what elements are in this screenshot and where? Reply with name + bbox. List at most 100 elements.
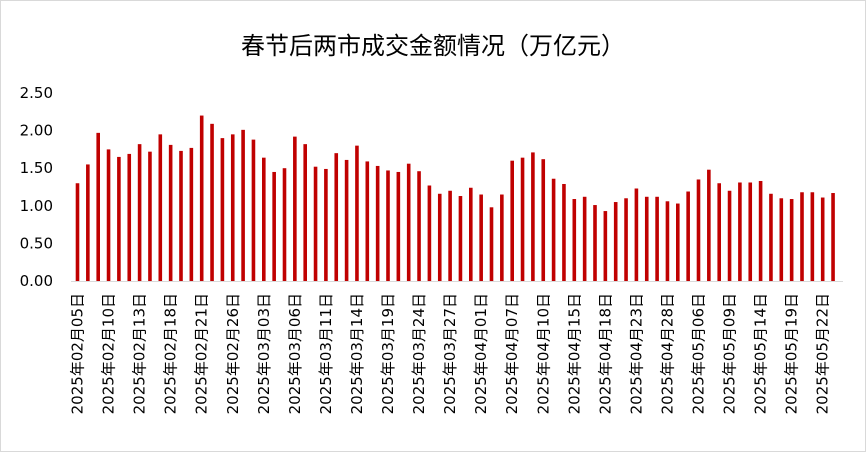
bar: [282, 168, 287, 281]
bar: [520, 157, 525, 281]
bar: [417, 171, 421, 281]
bar: [168, 144, 173, 281]
x-tick-label: 2025年03月19日: [379, 293, 397, 414]
bar: [396, 171, 401, 281]
bar: [593, 205, 597, 281]
bar: [179, 150, 183, 281]
bar: [624, 198, 628, 281]
bar: [86, 164, 90, 281]
bar: [303, 144, 307, 281]
y-axis: 0.00 0.50 1.00 1.50 2.00 2.50: [20, 84, 53, 290]
bar: [272, 171, 276, 281]
bar: [75, 183, 80, 281]
bar: [427, 185, 432, 281]
bar: [582, 196, 587, 281]
bar: [458, 196, 463, 281]
bar: [148, 151, 152, 281]
y-tick-label: 1.00: [20, 197, 53, 215]
x-tick-label: 2025年02月13日: [131, 293, 149, 414]
bar: [220, 138, 225, 281]
bar: [479, 194, 483, 281]
x-tick-label: 2025年03月14日: [348, 293, 366, 414]
x-tick-label: 2025年02月26日: [224, 293, 242, 414]
x-tick-label: 2025年05月09日: [721, 293, 739, 414]
chart-title: 春节后两市成交金额情况（万亿元）: [241, 32, 625, 60]
bar: [500, 194, 504, 281]
x-tick-label: 2025年04月23日: [627, 293, 645, 414]
bar: [489, 207, 494, 281]
x-tick-label: 2025年02月05日: [69, 293, 87, 414]
x-tick-label: 2025年04月18日: [596, 293, 614, 414]
bar: [406, 163, 411, 281]
bar: [572, 199, 577, 281]
x-tick-label: 2025年02月10日: [100, 293, 118, 414]
bar: [262, 157, 266, 281]
bar: [562, 183, 566, 281]
bar: [769, 193, 773, 281]
bar: [158, 134, 163, 281]
x-tick-label: 2025年04月28日: [658, 293, 676, 414]
bar: [738, 182, 742, 281]
bar: [344, 159, 349, 281]
bar: [810, 192, 815, 281]
bar: [531, 152, 535, 281]
x-tick-label: 2025年05月06日: [690, 293, 708, 414]
bar: [613, 202, 618, 281]
bar: [365, 161, 370, 281]
bar: [96, 132, 100, 281]
x-tick-label: 2025年03月06日: [286, 293, 304, 414]
bar: [189, 147, 194, 281]
bar: [644, 196, 649, 281]
bar: [375, 165, 380, 281]
x-tick-label: 2025年04月15日: [565, 293, 583, 414]
x-tick-label: 2025年02月18日: [162, 293, 180, 414]
bar: [727, 190, 732, 281]
y-tick-label: 2.00: [20, 122, 53, 140]
bar: [313, 166, 318, 281]
bar: [800, 192, 804, 281]
bar: [634, 188, 639, 281]
bar: [510, 160, 514, 281]
bar: [665, 201, 670, 281]
bar: [448, 190, 452, 281]
bar: [676, 203, 680, 281]
bar: [469, 187, 473, 281]
bar: [789, 199, 794, 281]
bar: [541, 159, 546, 281]
bar: [437, 193, 442, 281]
bar: [137, 144, 142, 281]
bar: [696, 179, 701, 281]
bar: [820, 197, 825, 281]
x-tick-label: 2025年03月27日: [441, 293, 459, 414]
x-tick-label: 2025年05月14日: [752, 293, 770, 414]
bar: [241, 129, 245, 281]
x-tick-label: 2025年02月21日: [193, 293, 211, 414]
bar: [199, 115, 204, 281]
x-tick-label: 2025年04月10日: [534, 293, 552, 414]
bars-group: [75, 115, 835, 281]
bar: [106, 149, 111, 281]
bar: [334, 153, 339, 281]
y-tick-label: 0.00: [20, 272, 53, 290]
bar: [717, 183, 721, 281]
x-axis: 2025年02月05日 2025年02月10日 2025年02月13日 2025年02…: [69, 293, 832, 414]
bar: [758, 180, 763, 281]
x-tick-label: 2025年03月11日: [317, 293, 335, 414]
bar: [210, 123, 214, 281]
y-tick-label: 1.50: [20, 159, 53, 177]
bar: [551, 178, 556, 281]
bar: [386, 170, 390, 281]
x-tick-label: 2025年03月24日: [410, 293, 428, 414]
bar: [127, 153, 132, 281]
x-tick-label: 2025年05月22日: [814, 293, 832, 414]
bar: [831, 193, 835, 281]
y-tick-label: 2.50: [20, 84, 53, 102]
bar: [655, 196, 659, 281]
bar: [707, 169, 711, 281]
bar: [251, 139, 256, 281]
bar: [748, 182, 753, 281]
bar: [230, 134, 235, 281]
x-tick-label: 2025年04月01日: [472, 293, 490, 414]
